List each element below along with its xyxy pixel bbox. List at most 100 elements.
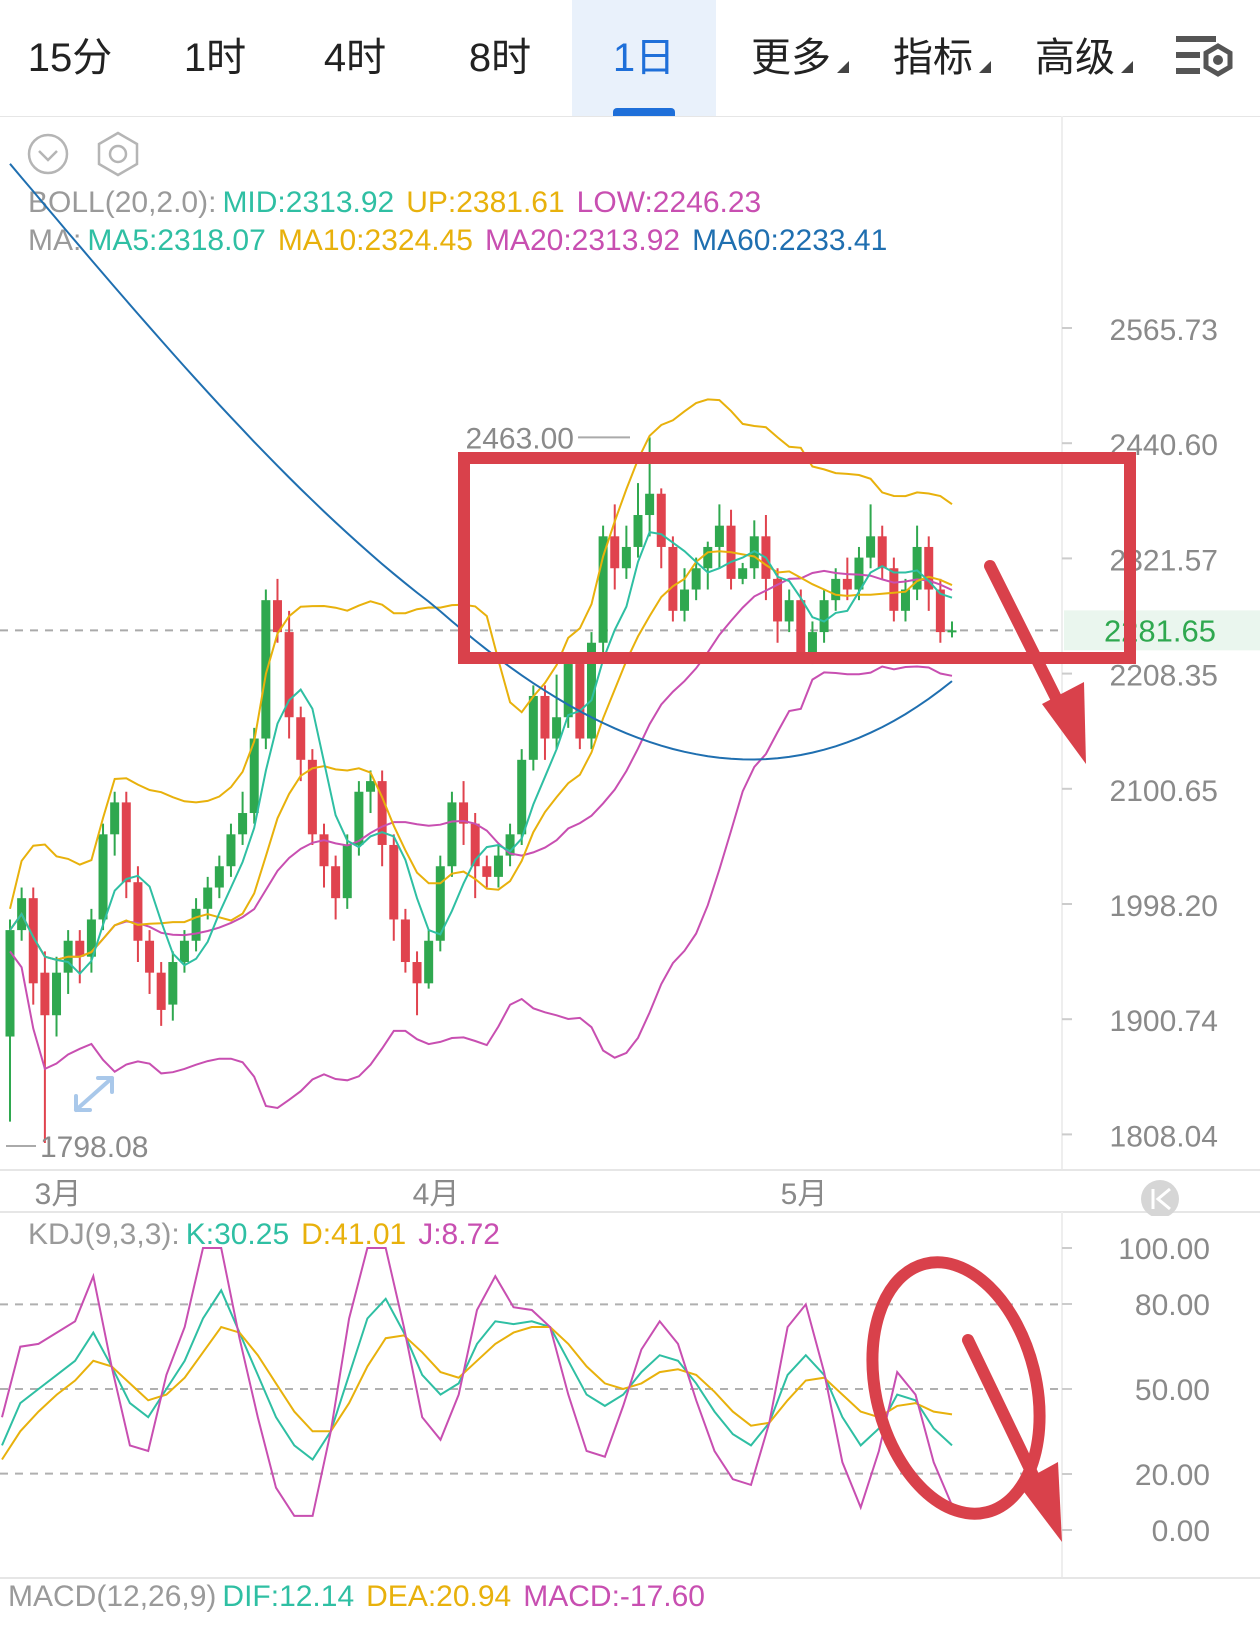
chevron-down-icon (1121, 61, 1133, 73)
tab-8hour[interactable]: 8时 (468, 36, 532, 80)
tab-15min[interactable]: 15分 (27, 36, 113, 80)
candle-body (249, 738, 259, 814)
candle-body (226, 834, 236, 867)
candle-body (935, 589, 945, 633)
macd-dif: DIF:12.14 (222, 1580, 355, 1613)
candle-body (238, 813, 248, 835)
tab-indicators-label: 指标 (893, 36, 973, 80)
boll-label: BOLL(20,2.0): (28, 186, 217, 219)
annotation-arrow-head (1018, 1462, 1062, 1542)
ma5-line (9, 530, 953, 976)
chevron-down-icon (837, 61, 849, 73)
candle-body (528, 695, 538, 760)
chevron-down-icon (979, 61, 991, 73)
candle-body (796, 600, 806, 654)
y-tick-label: 2208.35 (1110, 660, 1218, 693)
candle-body (214, 866, 224, 888)
candle-body (86, 919, 96, 957)
boll-low: LOW:2246.23 (576, 186, 762, 219)
annotation-arrow-shaft (984, 560, 1068, 716)
boll-legend: BOLL(20,2.0): MID:2313.92 UP:2381.61 LOW:22… (28, 186, 773, 220)
kdj-y-tick-label: 50.00 (1135, 1374, 1210, 1407)
kdj-d-line (1, 1325, 953, 1461)
tab-4hour[interactable]: 4时 (323, 36, 387, 80)
candle-body (377, 781, 387, 845)
x-tick-label: 3月 (35, 1178, 82, 1211)
candle-body (912, 546, 922, 590)
candle-body (947, 630, 957, 633)
candle-body (714, 525, 724, 547)
y-tick-label: 1900.74 (1110, 1005, 1218, 1038)
candle-body (261, 600, 271, 739)
ma5-value: MA5:2318.07 (87, 224, 266, 257)
ma10-value: MA10:2324.45 (277, 224, 473, 257)
candle-body (900, 589, 910, 611)
kdj-j: J:8.72 (418, 1218, 500, 1251)
candle-body (819, 600, 829, 633)
candlestick-chart[interactable]: 2565.732440.602321.572208.352100.651998.… (0, 116, 1260, 1216)
candle-body (296, 717, 306, 760)
candle-body (889, 568, 899, 611)
candle-body (668, 546, 678, 611)
tab-1day[interactable]: 1日 (572, 0, 716, 116)
annotation-ellipse (866, 1256, 1046, 1520)
candle-body (691, 568, 701, 590)
candle-body (284, 632, 294, 718)
ma-label: MA: (28, 224, 82, 257)
candle-body (517, 759, 527, 835)
expand-arrows-icon (74, 1076, 114, 1112)
ma60-value: MA60:2233.41 (692, 224, 888, 257)
skip-back-icon-glyph (1151, 1187, 1171, 1211)
kdj-label: KDJ(9,3,3): (28, 1218, 180, 1251)
candle-body (645, 493, 655, 516)
candle-body (400, 919, 410, 963)
candle-body (179, 940, 189, 963)
candle-body (610, 536, 620, 569)
tab-more[interactable]: 更多 (740, 0, 860, 116)
candle-body (703, 546, 713, 569)
tab-advanced-label: 高级 (1035, 36, 1115, 80)
ma10-line (9, 550, 953, 961)
candle-body (366, 781, 376, 792)
x-tick-label: 5月 (781, 1178, 828, 1211)
ma20-value: MA20:2313.92 (484, 224, 681, 257)
boll-up: UP:2381.61 (406, 186, 565, 219)
macd-dea: DEA:20.94 (366, 1580, 512, 1613)
candle-body (319, 834, 329, 867)
candle-body (784, 600, 794, 622)
kdj-j-line (1, 1247, 953, 1517)
candle-body (470, 823, 480, 867)
hexagon-gear-icon[interactable] (94, 130, 142, 178)
macd-label: MACD(12,26,9) (8, 1580, 217, 1613)
candle-body (877, 536, 887, 569)
chevron-down-circle-icon[interactable] (26, 132, 70, 176)
candle-body (354, 791, 364, 845)
kdj-y-tick-label: 20.00 (1135, 1459, 1210, 1492)
candle-body (424, 940, 434, 984)
tab-1hour[interactable]: 1时 (183, 36, 247, 80)
kdj-y-tick-label: 0.00 (1152, 1515, 1210, 1548)
macd-legend: MACD(12,26,9) DIF:12.14 DEA:20.94 MACD:-17.… (8, 1580, 717, 1614)
y-tick-label: 1808.04 (1110, 1120, 1218, 1153)
candle-body (28, 898, 38, 984)
candle-body (493, 855, 503, 877)
ma-legend: MA: MA5:2318.07 MA10:2324.45 MA20:2313.92 MA… (28, 224, 899, 258)
boll-lower-line (9, 665, 953, 1110)
candle-body (156, 972, 166, 1010)
candle-body (773, 578, 783, 622)
high-marker-label: 2463.00 (466, 422, 574, 455)
y-tick-label: 1998.20 (1110, 890, 1218, 923)
candle-body (168, 962, 178, 1005)
candle-body (52, 972, 62, 1016)
tab-advanced[interactable]: 高级 (1024, 0, 1144, 116)
ma20-line (9, 569, 953, 961)
candle-body (307, 759, 317, 835)
candle-body (412, 962, 422, 984)
kdj-k: K:30.25 (185, 1218, 290, 1251)
candle-body (191, 908, 201, 941)
tab-indicators[interactable]: 指标 (882, 0, 1002, 116)
kdj-y-tick-label: 100.00 (1118, 1233, 1210, 1266)
chart-settings-icon[interactable] (1174, 32, 1234, 82)
candle-body (203, 887, 213, 909)
